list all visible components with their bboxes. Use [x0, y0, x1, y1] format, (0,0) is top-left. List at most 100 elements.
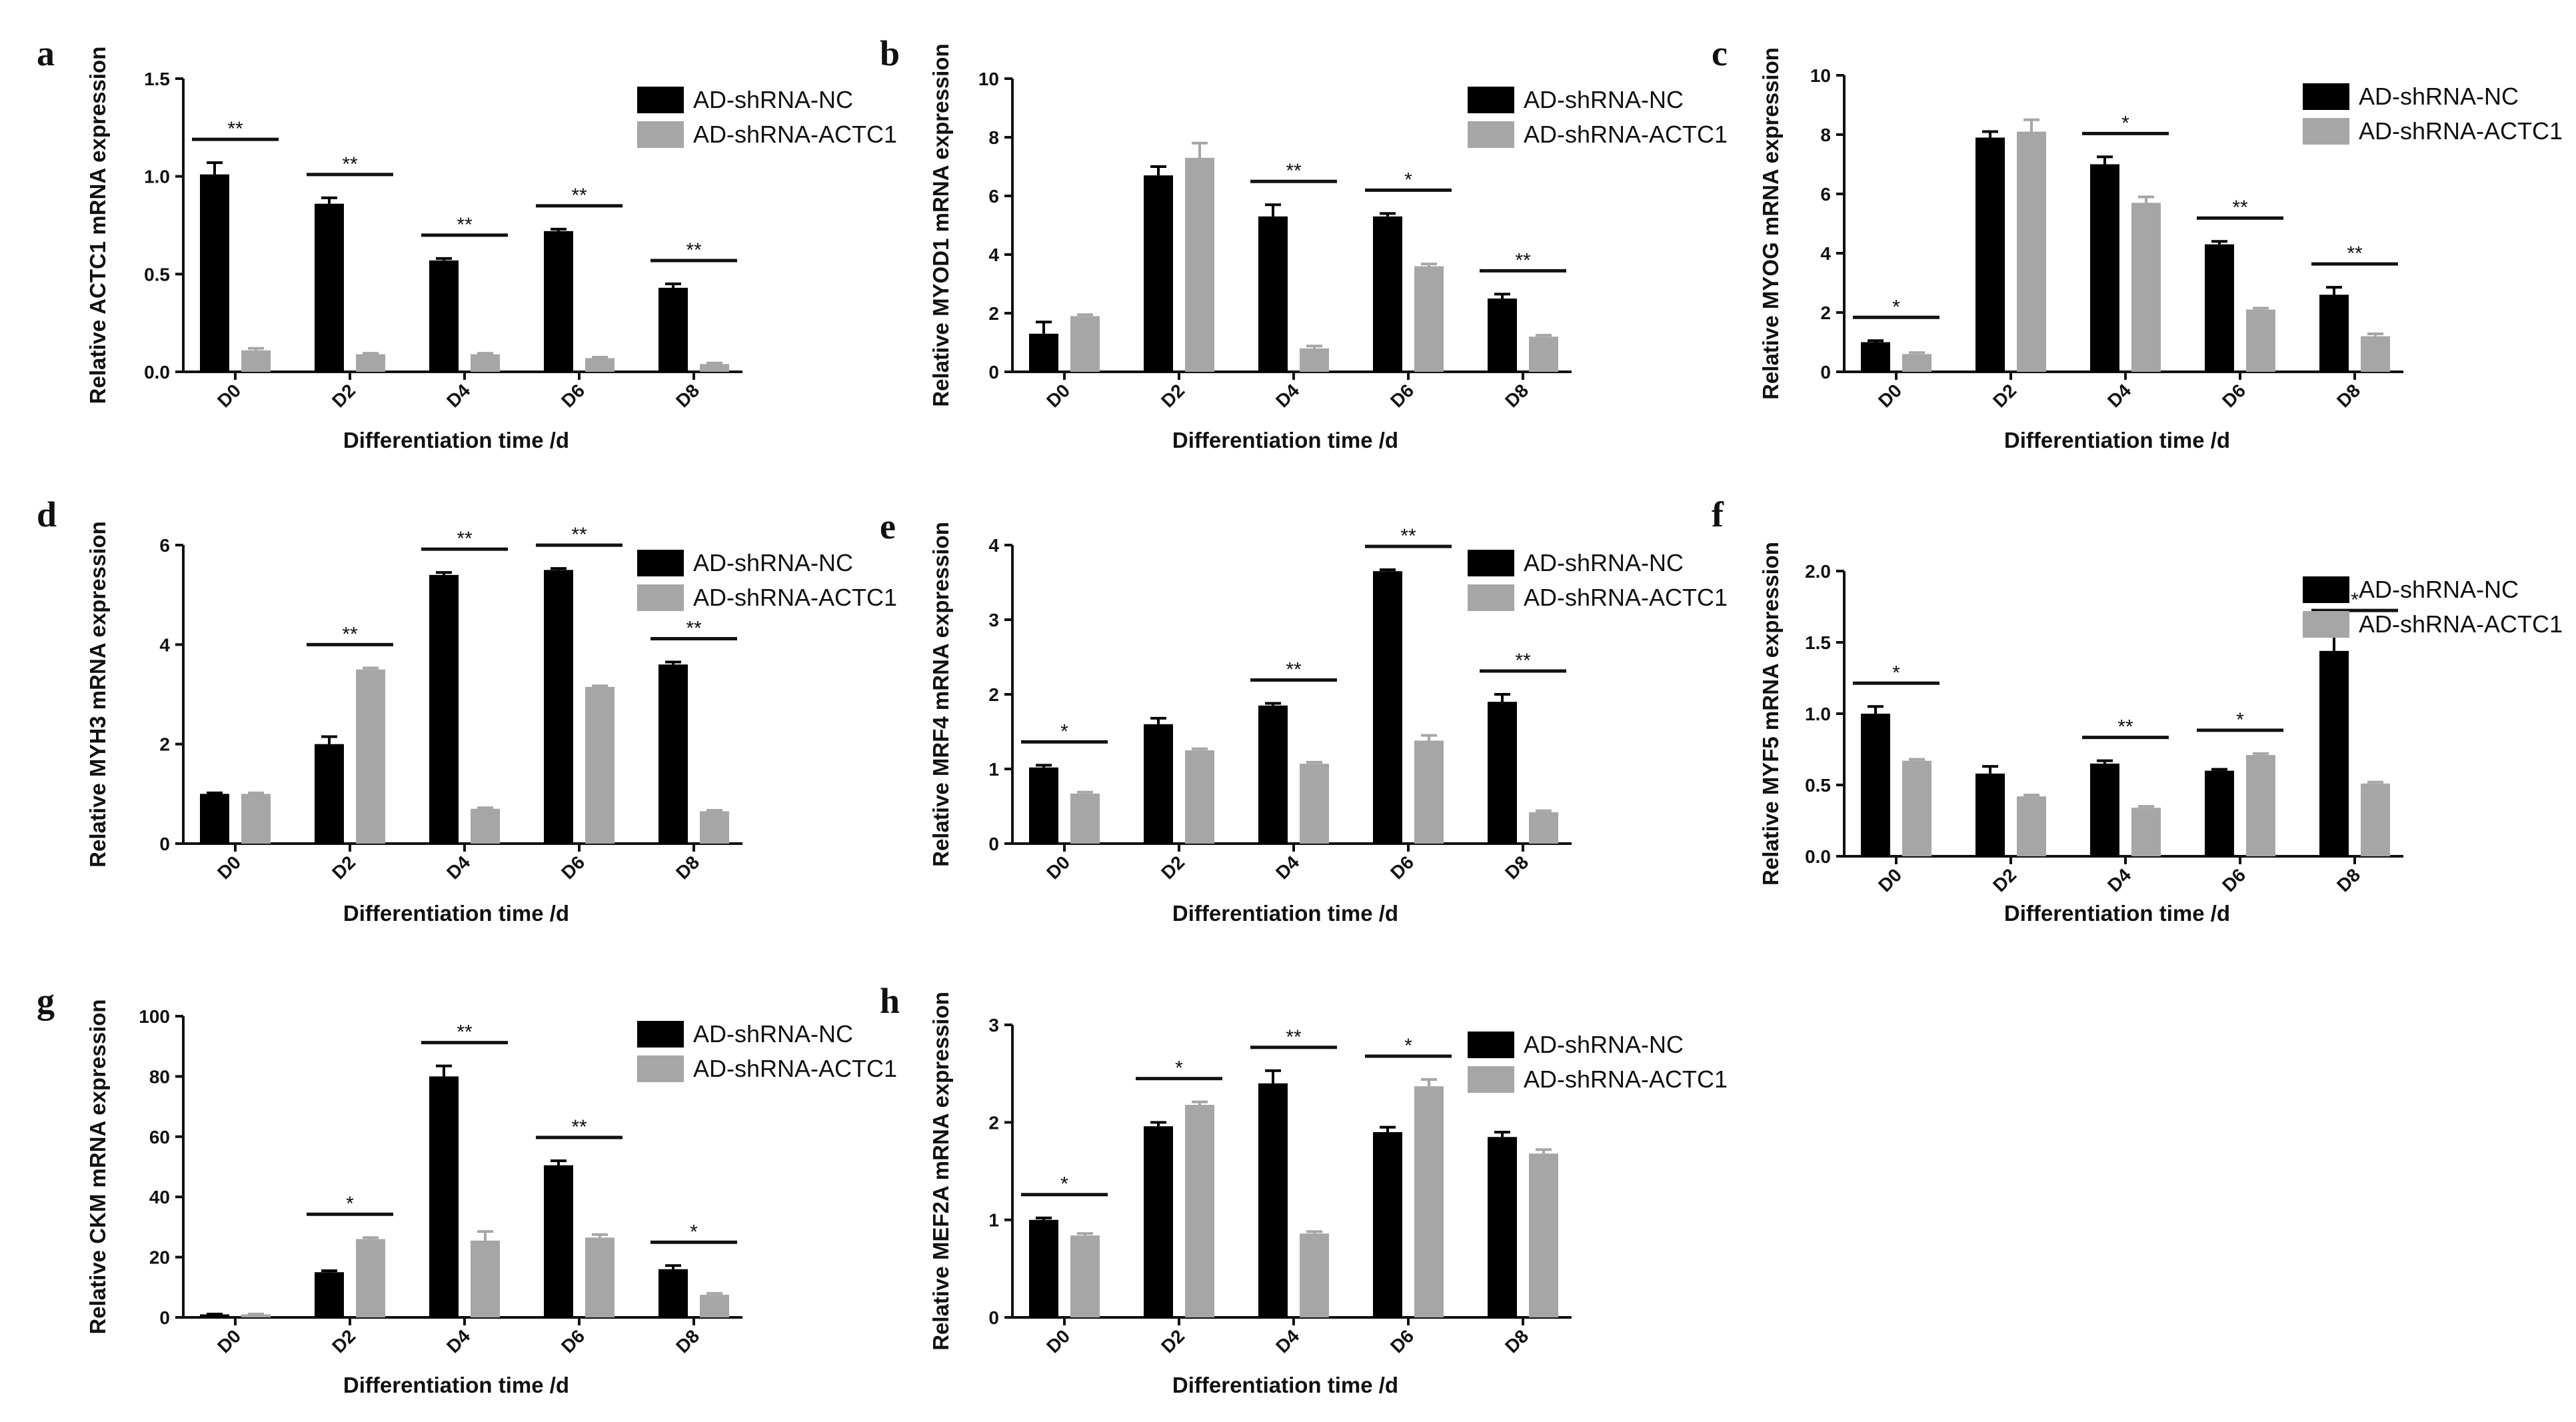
bar-nc-d8 [658, 664, 688, 844]
bar-actc1-d4 [2131, 203, 2161, 372]
y-tick-label: 20 [149, 1247, 170, 1268]
bar-actc1-d4 [2131, 808, 2161, 856]
bar-actc1-d8 [2361, 783, 2390, 856]
bar-nc-d4 [429, 574, 459, 844]
x-tick-label: D4 [443, 1325, 475, 1357]
bar-nc-d6 [2205, 770, 2234, 856]
y-tick-label: 8 [1820, 125, 1831, 145]
significance-marker: * [1404, 169, 1412, 191]
bar-nc-d4 [2090, 164, 2119, 372]
significance-marker: ** [457, 214, 473, 236]
legend-label-actc1: AD-shRNA-ACTC1 [1524, 121, 1728, 148]
y-tick-label: 100 [139, 1006, 170, 1027]
legend-label-actc1: AD-shRNA-ACTC1 [693, 584, 897, 611]
chart-panel-d: d 0 2 4 6 D0 D2 ** D4 ** D6 ** D8 ** Differentiation t… [37, 494, 897, 926]
significance-marker: * [346, 1193, 354, 1215]
bar-actc1-d2 [1185, 157, 1214, 372]
y-tick-label: 2 [988, 1112, 999, 1133]
y-tick-label: 4 [988, 245, 999, 265]
legend-swatch-actc1 [637, 1056, 684, 1082]
x-tick-label: D2 [1989, 380, 2020, 411]
bar-actc1-d6 [585, 358, 615, 372]
y-axis-title: Relative CKM mRNA expression [85, 999, 110, 1334]
x-tick-label: D8 [672, 1325, 703, 1357]
y-tick-label: 0 [1820, 362, 1831, 382]
legend-swatch-actc1 [1468, 584, 1514, 611]
significance-marker: * [1892, 662, 1900, 684]
bar-nc-d8 [2319, 650, 2349, 856]
panel-label-b: b [880, 33, 900, 73]
legend-swatch-nc [1468, 1032, 1514, 1058]
bar-actc1-d6 [585, 1237, 615, 1317]
panel-label-e: e [880, 506, 896, 546]
significance-marker: ** [227, 118, 243, 140]
y-tick-label: 60 [149, 1127, 170, 1147]
panel-label-h: h [880, 981, 900, 1021]
x-axis-title: Differentiation time /d [2004, 901, 2230, 926]
y-tick-label: 4 [988, 535, 999, 556]
x-tick-label: D6 [1386, 380, 1418, 411]
legend-label-nc: AD-shRNA-NC [1524, 549, 1684, 576]
legend-label-actc1: AD-shRNA-ACTC1 [1524, 584, 1728, 611]
y-tick-label: 10 [1810, 65, 1831, 86]
bar-nc-d6 [2205, 244, 2234, 372]
x-tick-label: D6 [557, 852, 589, 883]
legend-swatch-actc1 [637, 584, 684, 611]
bar-nc-d8 [658, 1269, 688, 1317]
x-tick-label: D0 [213, 1325, 245, 1357]
x-tick-label: D0 [1042, 1325, 1074, 1357]
x-tick-label: D8 [2333, 380, 2364, 411]
y-tick-label: 3 [988, 1015, 999, 1036]
legend-label-nc: AD-shRNA-NC [693, 86, 853, 113]
bar-actc1-d2 [356, 1239, 385, 1317]
significance-marker: ** [1515, 650, 1531, 672]
panel-label-d: d [37, 494, 57, 534]
bar-nc-d2 [1144, 1126, 1173, 1317]
x-axis-title: Differentiation time /d [2004, 428, 2230, 452]
bar-actc1-d6 [1414, 1086, 1444, 1317]
legend-swatch-actc1 [637, 121, 684, 148]
bar-actc1-d8 [700, 1295, 729, 1317]
x-tick-label: D6 [557, 1325, 589, 1357]
chart-panel-f: f 0.0 0.5 1.0 1.5 2.0 D0 * D2 D4 ** D6 * D8 * Different… [1712, 494, 2563, 926]
x-tick-label: D0 [1042, 852, 1074, 883]
y-tick-label: 0 [159, 834, 170, 854]
significance-marker: * [2351, 589, 2359, 611]
bar-actc1-d0 [1902, 760, 1932, 856]
x-tick-label: D6 [1386, 1325, 1418, 1357]
x-tick-label: D6 [1386, 852, 1418, 883]
bar-actc1-d0 [241, 794, 271, 844]
legend-label-nc: AD-shRNA-NC [693, 1020, 853, 1048]
bar-actc1-d6 [585, 686, 615, 844]
bar-actc1-d4 [471, 808, 500, 844]
y-tick-label: 6 [1820, 184, 1831, 205]
bar-actc1-d4 [1300, 348, 1329, 372]
bar-actc1-d2 [356, 354, 385, 372]
bar-actc1-d2 [1185, 1104, 1214, 1317]
x-tick-label: D4 [2103, 380, 2135, 412]
bar-nc-d2 [315, 1272, 344, 1317]
significance-marker: ** [342, 153, 358, 175]
x-axis-title: Differentiation time /d [1172, 428, 1398, 452]
x-tick-label: D2 [1157, 852, 1188, 883]
bar-actc1-d0 [1070, 793, 1100, 844]
bar-nc-d2 [315, 744, 344, 844]
x-tick-label: D0 [1874, 864, 1906, 896]
y-tick-label: 0.0 [1805, 846, 1831, 867]
bar-nc-d8 [2319, 295, 2349, 372]
significance-marker: ** [1515, 249, 1531, 271]
x-axis-title: Differentiation time /d [1172, 1373, 1398, 1397]
x-tick-label: D2 [328, 380, 359, 411]
bar-nc-d8 [658, 287, 688, 372]
y-axis-title: Relative ACTC1 mRNA expression [85, 47, 110, 404]
bar-nc-d8 [1488, 1137, 1517, 1317]
x-tick-label: D8 [1501, 380, 1532, 411]
bar-nc-d2 [315, 203, 344, 372]
bar-nc-d6 [544, 1165, 573, 1317]
legend-swatch-actc1 [2303, 118, 2349, 145]
bar-actc1-d8 [1529, 337, 1558, 372]
x-tick-label: D2 [1157, 1325, 1188, 1357]
y-tick-label: 1.0 [1805, 704, 1831, 724]
y-tick-label: 1 [988, 759, 999, 780]
y-tick-label: 8 [988, 127, 999, 148]
